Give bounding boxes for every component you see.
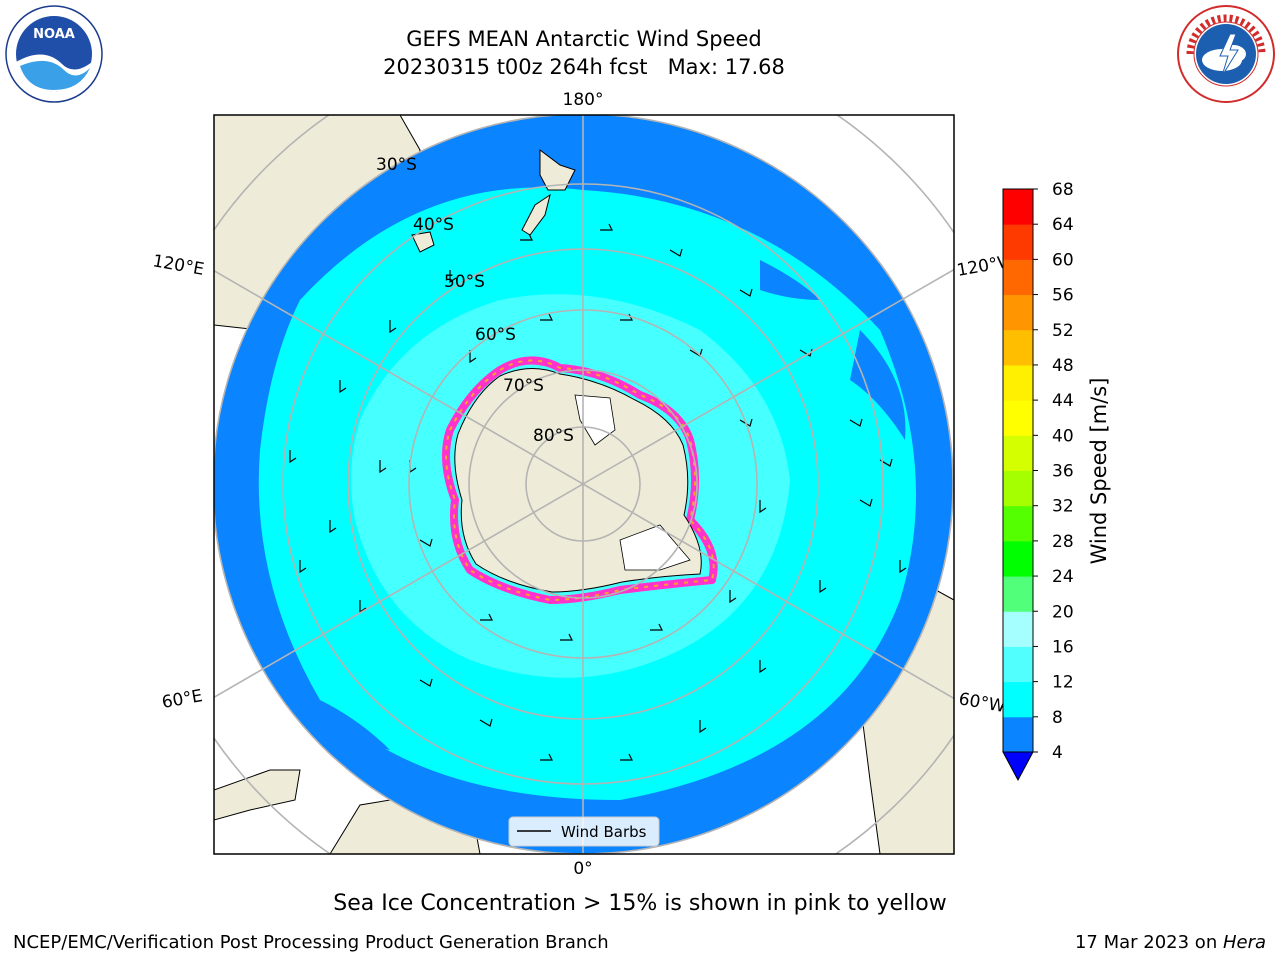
footer-branch: NCEP/EMC/Verification Post Processing Pr… bbox=[13, 932, 609, 953]
chart-title: GEFS MEAN Antarctic Wind Speed bbox=[406, 27, 762, 51]
lat-label-70s: 70°S bbox=[503, 376, 544, 396]
colorbar-tick-label: 16 bbox=[1052, 637, 1074, 657]
colorbar-tick-label: 20 bbox=[1052, 602, 1074, 622]
colorbar-segment bbox=[1003, 576, 1033, 612]
colorbar-segment bbox=[1003, 470, 1033, 507]
graticule bbox=[214, 115, 954, 854]
colorbar-segment bbox=[1003, 189, 1033, 225]
colorbar-tick-label: 12 bbox=[1052, 673, 1074, 693]
lon-label-60w: 60°W bbox=[957, 689, 1007, 717]
map-frame bbox=[213, 114, 955, 855]
madagascar-land bbox=[214, 769, 301, 821]
map-legend: Wind Barbs bbox=[508, 816, 660, 847]
colorbar-segment bbox=[1003, 224, 1033, 260]
colorbar-tick-label: 48 bbox=[1052, 356, 1074, 376]
chart-subtitle: 20230315 t00z 264h fcst Max: 17.68 bbox=[383, 55, 785, 79]
weddell-ice-shelf bbox=[619, 524, 691, 571]
colorbar-tick-label: 52 bbox=[1052, 321, 1074, 341]
national-weather-service-logo-icon bbox=[1177, 5, 1275, 103]
legend-label: Wind Barbs bbox=[561, 823, 647, 841]
colorbar-segment bbox=[1003, 540, 1033, 577]
colorbar-under-arrow bbox=[1002, 751, 1034, 782]
colorbar-tick-label: 56 bbox=[1052, 286, 1074, 306]
footer-machine: Hera bbox=[1222, 932, 1266, 953]
colorbar-tick-label: 64 bbox=[1052, 215, 1074, 235]
colorbar-tick-label: 28 bbox=[1052, 532, 1074, 552]
colorbar-tick-label: 8 bbox=[1052, 708, 1063, 728]
lat-label-40s: 40°S bbox=[413, 215, 454, 235]
colorbar-tick-label: 40 bbox=[1052, 426, 1074, 446]
colorbar-segment bbox=[1003, 611, 1033, 647]
colorbar-tick-label: 24 bbox=[1052, 567, 1074, 587]
noaa-logo-icon: NOAA bbox=[5, 5, 103, 103]
lon-label-60e: 60°E bbox=[160, 686, 204, 713]
colorbar-tick-label: 4 bbox=[1052, 743, 1063, 763]
colorbar-tick-label: 36 bbox=[1052, 462, 1074, 482]
colorbar-segment bbox=[1003, 400, 1033, 436]
colorbar-segment bbox=[1003, 259, 1033, 296]
colorbar-tick-label: 60 bbox=[1052, 250, 1074, 270]
noaa-logo-text: NOAA bbox=[33, 27, 75, 42]
footer-date: 17 Mar 2023 on Hera bbox=[1075, 932, 1266, 953]
colorbar-segment bbox=[1003, 505, 1033, 542]
colorbar-segment bbox=[1003, 294, 1033, 331]
colorbar-segment bbox=[1003, 681, 1033, 718]
colorbar-segment bbox=[1003, 435, 1033, 471]
lon-label-120e: 120°E bbox=[151, 251, 205, 280]
colorbar-label: Wind Speed [m/s] bbox=[1087, 378, 1111, 565]
colorbar-tick-label: 32 bbox=[1052, 497, 1074, 517]
ross-ice-shelf bbox=[574, 394, 616, 446]
colorbar-segment bbox=[1003, 329, 1033, 366]
tasmania-land bbox=[411, 231, 435, 253]
lat-label-60s: 60°S bbox=[475, 325, 516, 345]
lon-label-0: 0° bbox=[573, 859, 592, 879]
wind-barbs bbox=[289, 223, 907, 761]
lon-label-180: 180° bbox=[563, 90, 604, 110]
lat-label-30s: 30°S bbox=[376, 155, 417, 175]
footer-date-text: 17 Mar 2023 on bbox=[1074, 932, 1223, 953]
lat-label-50s: 50°S bbox=[444, 272, 485, 292]
colorbar-segment bbox=[1003, 716, 1033, 753]
colorbar-tick-label: 44 bbox=[1052, 391, 1074, 411]
colorbar-segment bbox=[1003, 364, 1033, 401]
colorbar-tick-label: 68 bbox=[1052, 180, 1074, 200]
sea-ice-caption: Sea Ice Concentration > 15% is shown in … bbox=[333, 891, 947, 916]
new-zealand-land bbox=[521, 149, 576, 236]
lat-label-80s: 80°S bbox=[533, 426, 574, 446]
colorbar-segment bbox=[1003, 646, 1033, 683]
